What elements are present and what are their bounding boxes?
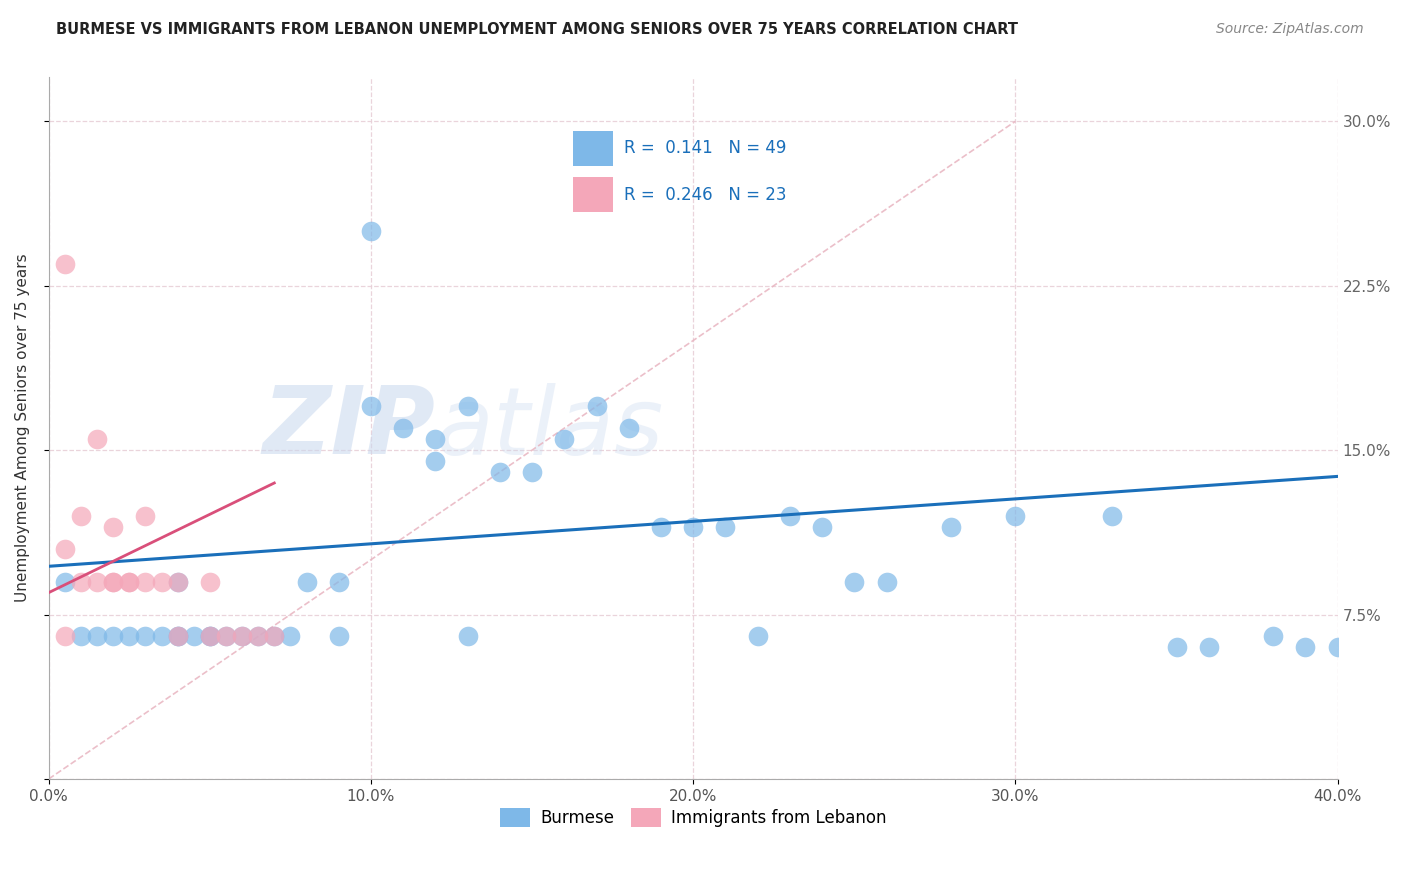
Point [247,629,270,643]
Point [86,629,108,643]
Point [747,629,769,643]
Point [215,629,238,643]
Point [118,629,141,643]
Y-axis label: Unemployment Among Seniors over 75 years: Unemployment Among Seniors over 75 years [15,254,30,602]
Point [53,574,76,589]
Point [328,629,350,643]
Point [520,465,543,479]
Legend: Burmese, Immigrants from Lebanon: Burmese, Immigrants from Lebanon [494,801,893,834]
Point [844,574,866,589]
Point [53,257,76,271]
Point [682,520,704,534]
Point [53,541,76,556]
Point [198,629,221,643]
Point [263,629,285,643]
Point [1101,508,1123,523]
Point [70,508,93,523]
Point [585,399,607,413]
Point [103,574,125,589]
Point [280,629,302,643]
Point [617,421,640,435]
Point [53,629,76,643]
Point [425,454,447,468]
Point [166,629,188,643]
Point [150,629,173,643]
Point [198,629,221,643]
Point [328,574,350,589]
Point [457,629,479,643]
Point [134,574,156,589]
Point [489,465,512,479]
Point [70,574,93,589]
Point [215,629,238,643]
Point [134,508,156,523]
Point [360,224,382,238]
Point [247,629,270,643]
Point [231,629,253,643]
Point [70,629,93,643]
Text: BURMESE VS IMMIGRANTS FROM LEBANON UNEMPLOYMENT AMONG SENIORS OVER 75 YEARS CORR: BURMESE VS IMMIGRANTS FROM LEBANON UNEMP… [56,22,1018,37]
Text: atlas: atlas [436,383,664,474]
Point [86,574,108,589]
Point [150,574,173,589]
Point [166,629,188,643]
Point [103,574,125,589]
Point [392,421,415,435]
Point [103,629,125,643]
Text: ZIP: ZIP [263,382,436,475]
Point [457,399,479,413]
Point [295,574,318,589]
Point [1263,629,1285,643]
Point [103,520,125,534]
Point [779,508,801,523]
Point [714,520,737,534]
Text: Source: ZipAtlas.com: Source: ZipAtlas.com [1216,22,1364,37]
Point [263,629,285,643]
Point [118,574,141,589]
Point [198,574,221,589]
Point [425,432,447,446]
Point [876,574,898,589]
Point [811,520,834,534]
Point [650,520,672,534]
Point [1004,508,1026,523]
Point [166,574,188,589]
Point [231,629,253,643]
Point [86,432,108,446]
Point [360,399,382,413]
Point [1326,640,1348,655]
Point [1198,640,1220,655]
Point [553,432,575,446]
Point [1294,640,1316,655]
Point [118,574,141,589]
Point [939,520,962,534]
Point [198,629,221,643]
Point [166,574,188,589]
Point [1166,640,1188,655]
Point [134,629,156,643]
Point [183,629,205,643]
Point [166,629,188,643]
